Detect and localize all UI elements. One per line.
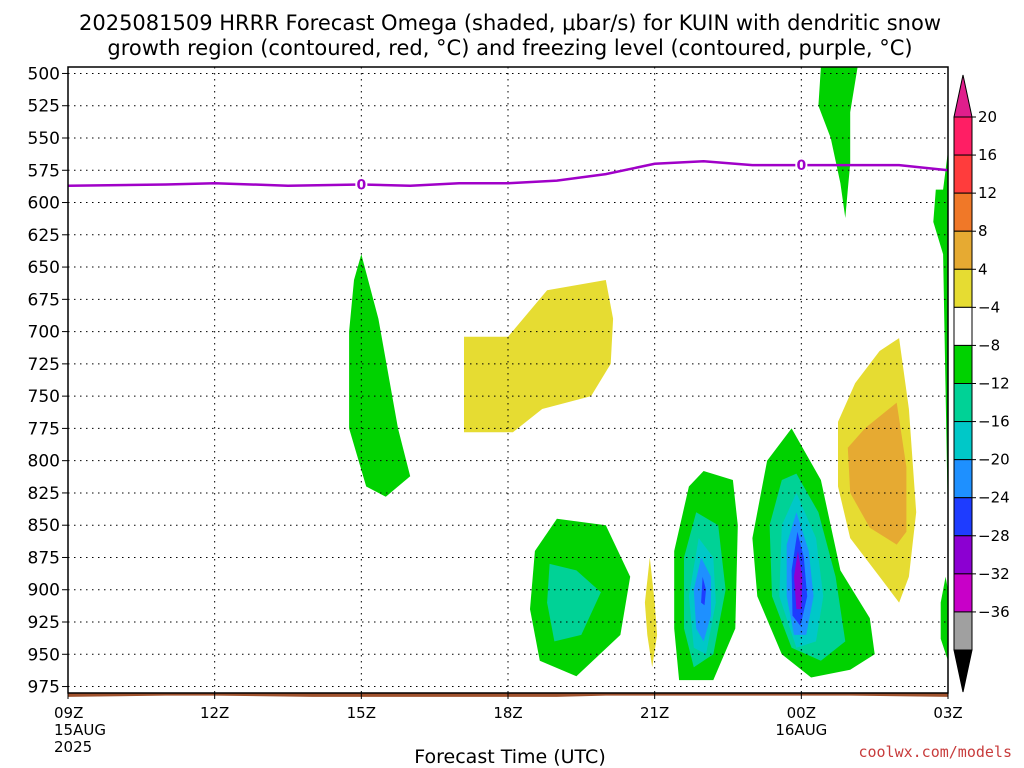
y-tick-label: 675 [28,290,60,310]
y-tick-label: 750 [28,387,60,407]
colorbar-label: −8 [978,336,1000,354]
y-tick-label: 575 [28,161,60,181]
colorbar-swatch [953,230,973,270]
colorbar: 20 16 12 8 4 −4 −8 −12 −16 −20 −24 −28 −32 −36 [953,74,1010,693]
omega-region-rising-3f [794,551,803,610]
x-axis-label: Forecast Time (UTC) [414,746,605,768]
omega-region-sinking-2b [847,402,907,545]
colorbar-swatch [953,497,973,537]
y-tick-label: 600 [28,194,60,214]
colorbar-swatch [953,306,973,346]
colorbar-swatch [953,268,973,308]
credit-text: coolwx.com/models [858,743,1012,761]
y-tick-label: 975 [28,678,60,698]
colorbar-label: −28 [978,527,1010,545]
y-tick-label: 825 [28,484,60,504]
freezing-label-bg [355,176,368,192]
colorbar-swatch [953,192,973,232]
y-tick-label: 850 [28,516,60,536]
y-tick-label: 775 [28,419,60,439]
colorbar-label: −20 [978,451,1010,469]
y-tick-label: 900 [28,581,60,601]
omega-region-sinking-1 [644,557,658,668]
colorbar-bottom-arrow [953,649,973,693]
x-tick-label: 15Z [347,704,376,722]
omega-shading [349,67,948,681]
y-tick-label: 950 [28,645,60,665]
colorbar-swatch [953,611,973,651]
y-tick-label: 800 [28,452,60,472]
omega-region-sinking-0 [464,280,614,433]
colorbar-swatch [953,344,973,384]
omega-region-rising-2e [701,576,706,606]
colorbar-label: 16 [978,146,997,164]
colorbar-swatch [953,573,973,613]
y-tick-label: 550 [28,129,60,149]
colorbar-label: −32 [978,565,1010,583]
chart-title-line1: 2025081509 HRRR Forecast Omega (shaded, … [79,11,941,35]
freezing-level-label: 0 [356,177,366,193]
colorbar-top-arrow [953,74,973,118]
x-tick-label: 18Z [493,704,522,722]
x-tick-year: 2025 [54,738,92,756]
colorbar-swatch [953,154,973,194]
omega-region-rising-0 [349,254,411,497]
y-tick-label: 925 [28,613,60,633]
x-tick-label: 12Z [200,704,229,722]
grid-lines [68,67,948,693]
colorbar-swatch [953,535,973,575]
x-tick-date: 15AUG [54,721,106,739]
x-tick-label: 03Z [933,704,962,722]
y-tick-label: 625 [28,226,60,246]
colorbar-swatch [953,421,973,461]
omega-region-rising-4 [818,67,858,218]
y-tick-label: 650 [28,258,60,278]
chart-title-line2: growth region (contoured, red, °C) and f… [107,36,912,60]
y-tick-label: 525 [28,97,60,117]
colorbar-label: −4 [978,298,1000,316]
y-axis: 500 525 550 575 600 625 650 675 700 725 750 775 800 8… [28,64,68,698]
y-tick-label: 700 [28,323,60,343]
omega-region-rising-6 [940,576,948,661]
freezing-level-line [67,159,949,187]
x-tick-label: 00Z [787,704,816,722]
colorbar-swatch [953,383,973,423]
colorbar-swatch [953,459,973,499]
y-tick-label: 500 [28,64,60,84]
y-tick-label: 725 [28,355,60,375]
x-tick-label: 09Z [54,704,83,722]
x-tick-label: 21Z [640,704,669,722]
colorbar-label: 12 [978,184,997,202]
colorbar-swatch [953,116,973,156]
colorbar-label: −12 [978,375,1010,393]
freezing-level-label: 0 [796,158,806,174]
freezing-label-bg [795,157,808,173]
colorbar-label: 20 [978,108,997,126]
y-tick-label: 875 [28,548,60,568]
omega-region-rising-5 [933,150,948,526]
colorbar-label: −36 [978,603,1010,621]
colorbar-label: −16 [978,413,1010,431]
colorbar-label: 4 [978,260,988,278]
colorbar-label: −24 [978,489,1010,507]
x-tick-date: 16AUG [775,721,827,739]
freezing-level: 00 [67,157,949,193]
colorbar-label: 8 [978,222,988,240]
